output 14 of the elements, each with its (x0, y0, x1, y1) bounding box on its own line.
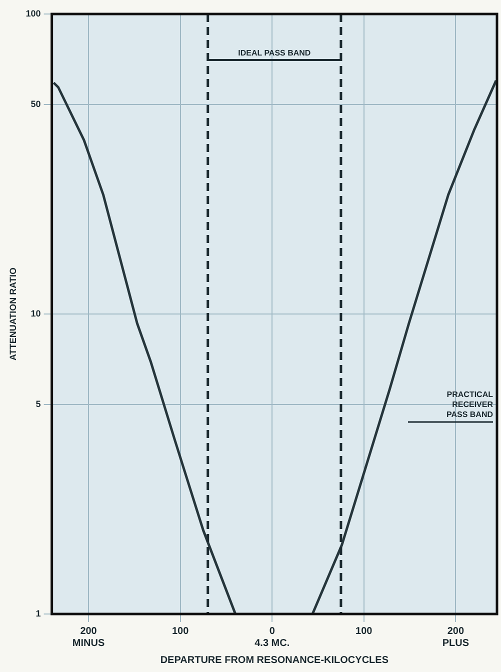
x-tick-label: 200 MINUS (72, 626, 105, 649)
y-axis-title: ATTENUATION RATIO (8, 268, 18, 360)
x-tick-label: 200 PLUS (442, 626, 470, 649)
x-tick-label: 100 (356, 626, 373, 637)
y-tick-label: 10 (30, 308, 41, 318)
x-axis-title: DEPARTURE FROM RESONANCE-KILOCYCLES (160, 654, 389, 666)
y-tick-label: 1 (36, 608, 41, 618)
x-tick-label: 100 (172, 626, 190, 637)
y-tick-label: 100 (26, 8, 41, 18)
annotation: IDEAL PASS BAND (238, 48, 311, 58)
y-tick-label: 5 (36, 398, 41, 409)
y-tick-label: 50 (30, 98, 41, 109)
x-tick-label: 0 4.3 MC. (254, 626, 290, 649)
annotation: PRACTICAL RECEIVER PASS BAND (446, 390, 494, 420)
